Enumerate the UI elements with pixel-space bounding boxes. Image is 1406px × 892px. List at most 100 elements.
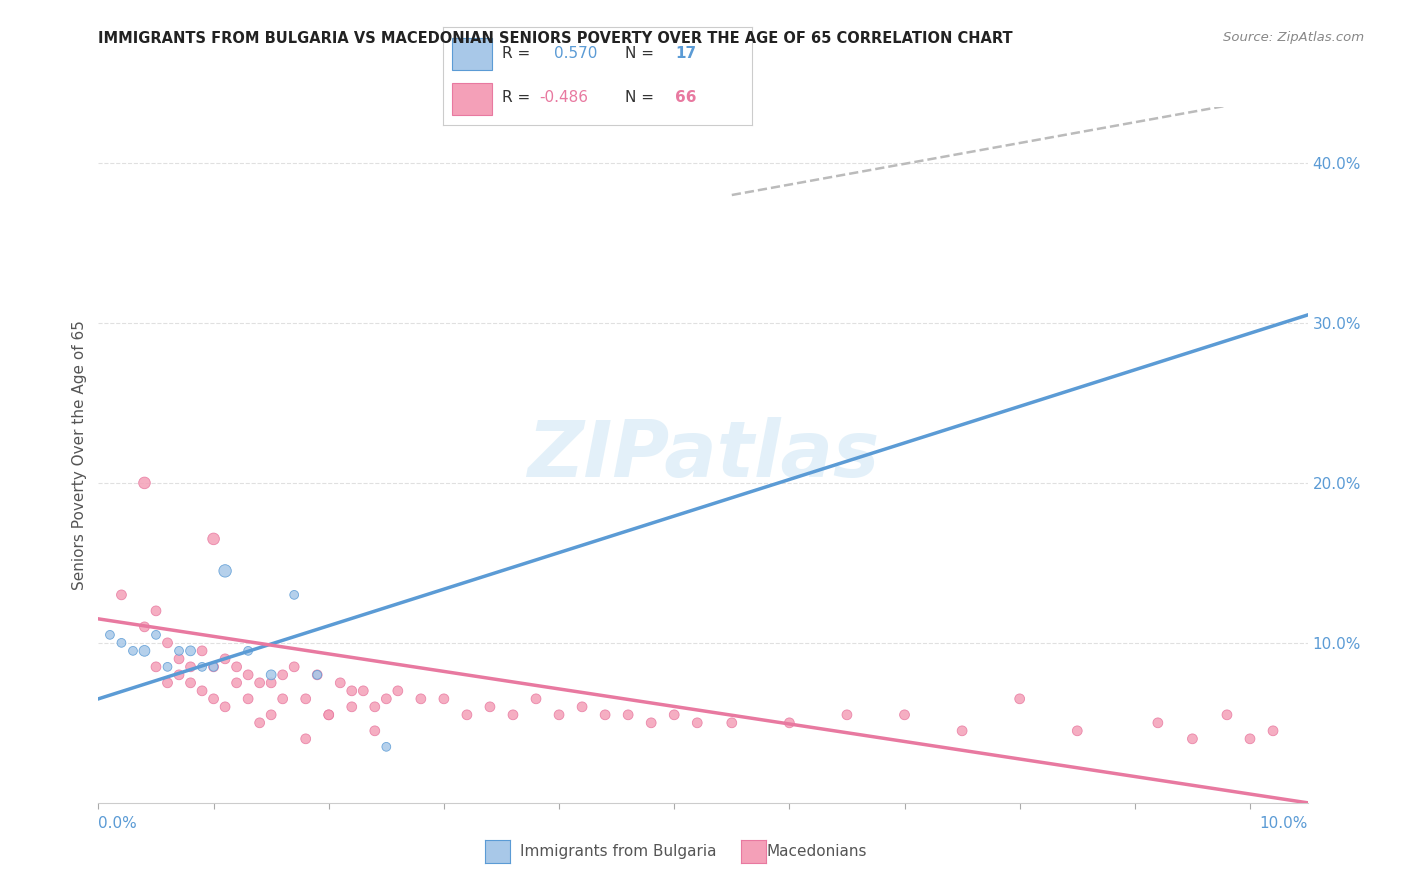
Point (456, 707, 478, 722)
Point (191, 644, 214, 658)
Text: N =: N = (626, 46, 659, 62)
Point (364, 699, 387, 714)
Text: Immigrants from Bulgaria: Immigrants from Bulgaria (520, 845, 717, 859)
Point (409, 691, 432, 706)
Point (202, 660, 225, 674)
Point (307, 668, 329, 682)
Point (835, 707, 858, 722)
Point (478, 699, 501, 714)
Point (180, 644, 202, 658)
Point (778, 715, 800, 730)
Point (145, 604, 167, 618)
Point (202, 532, 225, 546)
Point (340, 699, 363, 714)
Text: 0.570: 0.570 (554, 46, 598, 62)
Point (720, 715, 742, 730)
Point (214, 699, 236, 714)
Point (1261, 723, 1284, 738)
Point (167, 652, 190, 666)
Point (271, 668, 294, 682)
Point (145, 628, 167, 642)
Point (294, 691, 316, 706)
Point (110, 588, 132, 602)
Point (950, 723, 973, 738)
Point (134, 620, 156, 634)
Point (236, 691, 259, 706)
Point (375, 739, 398, 754)
Point (893, 707, 915, 722)
Text: ZIPatlas: ZIPatlas (527, 417, 879, 493)
Point (180, 676, 202, 690)
Point (318, 707, 340, 722)
Point (548, 707, 571, 722)
Point (202, 691, 225, 706)
Point (1216, 707, 1239, 722)
Point (249, 676, 271, 690)
Point (214, 564, 236, 578)
Point (214, 652, 236, 666)
Text: 66: 66 (675, 90, 696, 105)
Point (225, 660, 247, 674)
Point (1147, 715, 1170, 730)
Point (145, 660, 167, 674)
Point (191, 660, 214, 674)
Point (110, 636, 132, 650)
Point (524, 691, 547, 706)
Text: 10.0%: 10.0% (1260, 816, 1308, 831)
Point (134, 644, 156, 658)
Point (180, 660, 202, 674)
Text: Source: ZipAtlas.com: Source: ZipAtlas.com (1223, 31, 1364, 45)
Point (236, 668, 259, 682)
FancyBboxPatch shape (453, 83, 492, 115)
Point (271, 691, 294, 706)
Point (329, 676, 352, 690)
Point (307, 668, 329, 682)
Point (122, 644, 145, 658)
Point (260, 668, 283, 682)
Text: -0.486: -0.486 (538, 90, 588, 105)
Point (340, 683, 363, 698)
Point (156, 660, 179, 674)
Point (225, 676, 247, 690)
Point (664, 707, 686, 722)
Point (375, 691, 398, 706)
Text: IMMIGRANTS FROM BULGARIA VS MACEDONIAN SENIORS POVERTY OVER THE AGE OF 65 CORREL: IMMIGRANTS FROM BULGARIA VS MACEDONIAN S… (98, 31, 1014, 46)
Point (1239, 731, 1261, 746)
Text: R =: R = (502, 90, 534, 105)
Point (283, 588, 305, 602)
Point (134, 475, 156, 490)
Text: Macedonians: Macedonians (766, 845, 866, 859)
FancyBboxPatch shape (453, 37, 492, 70)
Point (640, 715, 662, 730)
Point (156, 676, 179, 690)
Y-axis label: Seniors Poverty Over the Age of 65: Seniors Poverty Over the Age of 65 (72, 320, 87, 590)
Point (202, 660, 225, 674)
Point (294, 731, 316, 746)
Point (167, 668, 190, 682)
Point (260, 707, 283, 722)
Point (502, 707, 524, 722)
Point (593, 707, 616, 722)
Point (571, 699, 593, 714)
Point (364, 723, 387, 738)
Point (352, 683, 374, 698)
Point (318, 707, 340, 722)
Point (260, 676, 283, 690)
Point (98, 628, 121, 642)
Text: 17: 17 (675, 46, 696, 62)
Point (156, 636, 179, 650)
Point (387, 683, 409, 698)
Point (1066, 723, 1088, 738)
Point (686, 715, 709, 730)
Point (249, 715, 271, 730)
Point (167, 644, 190, 658)
Text: R =: R = (502, 46, 540, 62)
Text: N =: N = (626, 90, 659, 105)
Point (283, 660, 305, 674)
Point (617, 707, 640, 722)
Point (1008, 691, 1031, 706)
Point (191, 683, 214, 698)
Point (433, 691, 456, 706)
Point (1181, 731, 1204, 746)
Text: 0.0%: 0.0% (98, 816, 138, 831)
